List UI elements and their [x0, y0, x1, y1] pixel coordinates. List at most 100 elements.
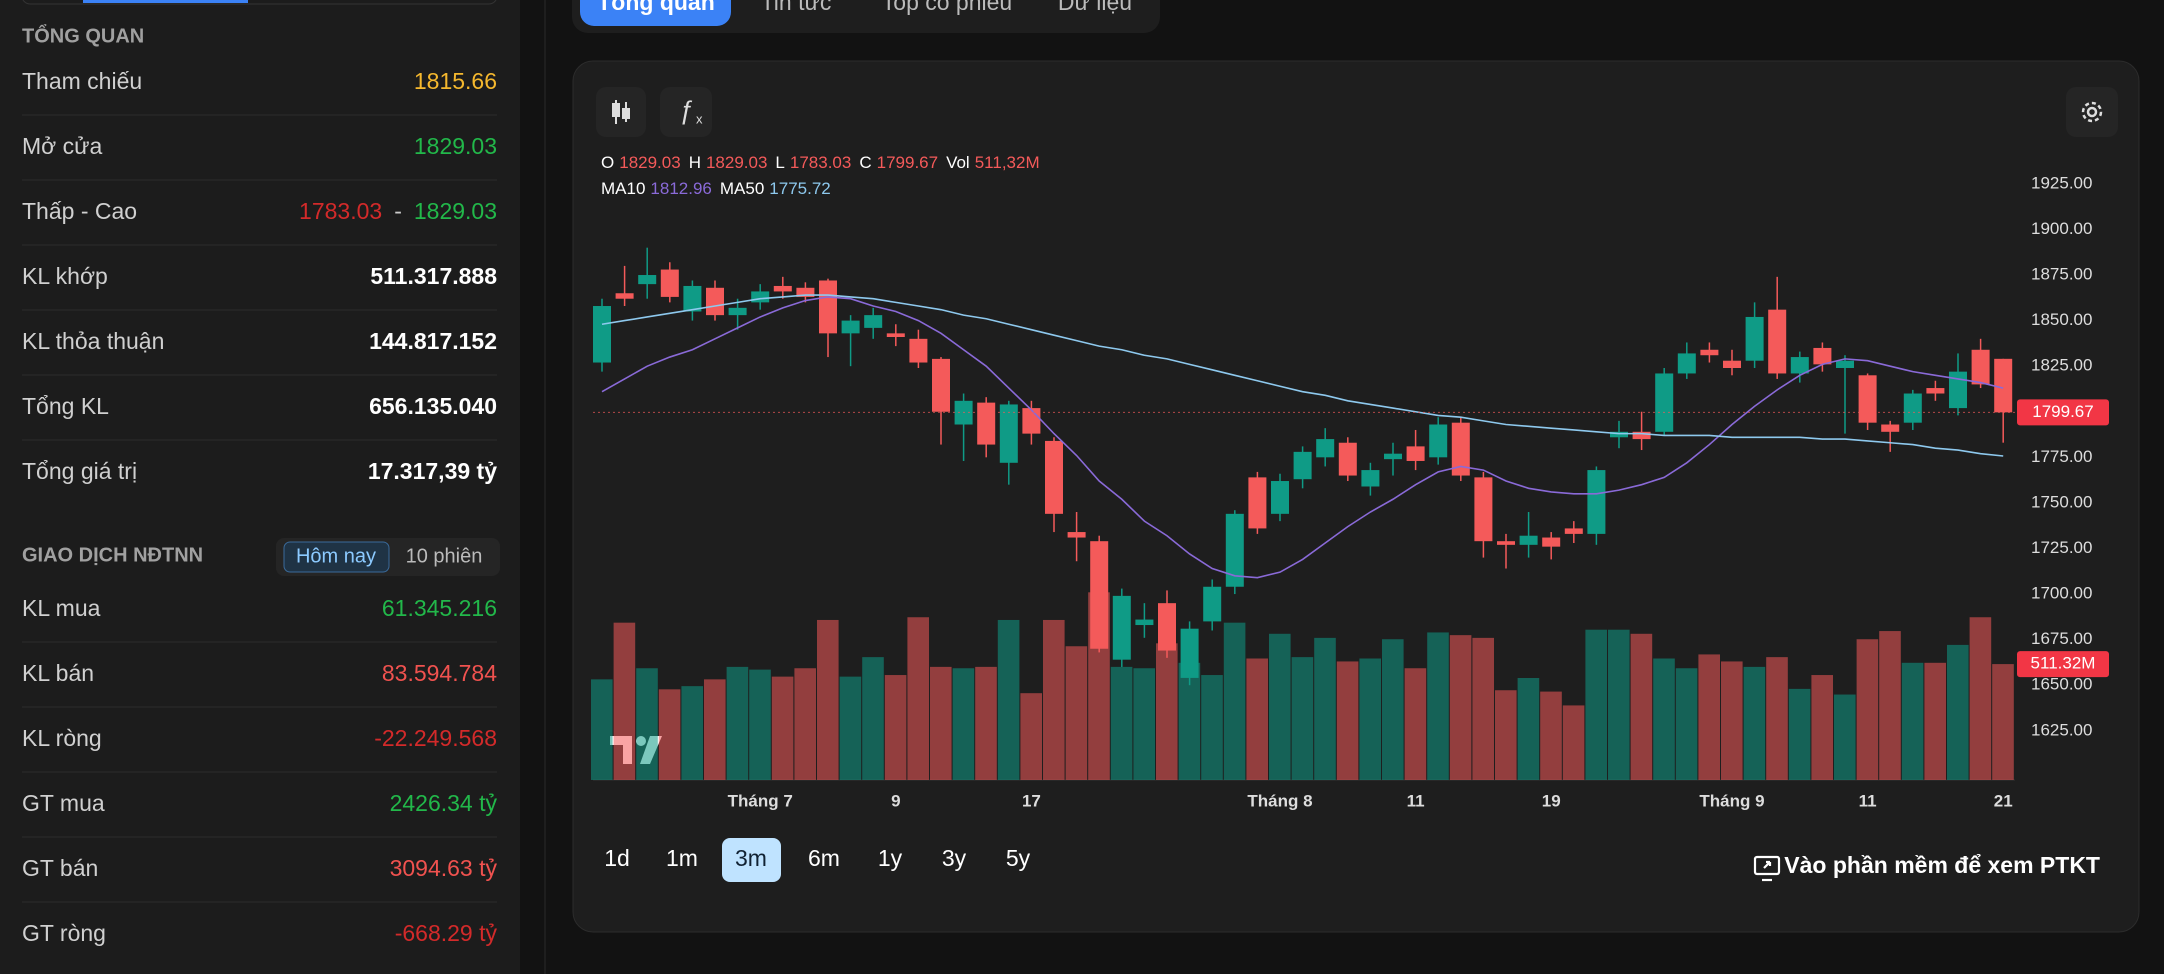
x-tick-label: 19 [1542, 791, 1561, 810]
candle-body [977, 402, 996, 445]
candle-body [1564, 528, 1583, 534]
fx-icon-sub: x [696, 111, 703, 126]
candle-body [1497, 541, 1515, 545]
tab[interactable]: Tổng quan [597, 0, 715, 15]
row-value: -22.249.568 [374, 725, 497, 751]
separator: - [394, 198, 402, 224]
candle-body [751, 291, 770, 303]
y-tick-label: 1775.00 [2031, 447, 2092, 466]
volume-bar [613, 622, 636, 780]
price-tag: 1799.67 [2032, 402, 2093, 421]
volume-bar [1992, 664, 2014, 780]
candle-body [1723, 360, 1741, 368]
ma-line [601, 296, 2004, 579]
tab-active[interactable] [580, 0, 731, 26]
candle-body [1293, 451, 1312, 480]
volume-bar [704, 679, 726, 780]
row-label: Tổng giá trị [22, 458, 137, 484]
cta-link[interactable]: Vào phần mềm để xem PTKT [1784, 852, 2100, 878]
candles [593, 247, 2013, 686]
range-button[interactable]: 1d [604, 845, 630, 871]
candle-body [1022, 408, 1041, 434]
candle-body [773, 285, 792, 292]
fx-icon: ƒ [679, 95, 693, 125]
row-label: Mở cửa [22, 133, 103, 159]
volume-bar [1969, 617, 1992, 780]
candle-body [1858, 375, 1877, 423]
volume-bar [1540, 691, 1562, 780]
volume-bar [930, 666, 952, 780]
candle-body [1790, 357, 1809, 374]
range-active[interactable] [722, 838, 781, 882]
volume-bar [591, 679, 613, 780]
volume-bar [907, 617, 929, 780]
range-button[interactable]: 1y [878, 845, 903, 871]
candle-body [1542, 537, 1561, 547]
volume-bar [1201, 675, 1223, 780]
legend-key: MA50 [720, 179, 764, 198]
row-label: KL mua [22, 595, 101, 621]
tab[interactable]: Top cổ phiếu [882, 0, 1012, 15]
volume-bar [1766, 657, 1788, 780]
indicator-button[interactable] [660, 87, 712, 137]
legend-value: 1829.03 [619, 153, 680, 172]
candle-body [864, 315, 883, 328]
volume-bar [1653, 658, 1675, 780]
toggle-option[interactable]: Hôm nay [296, 545, 376, 567]
row-label: Tham chiếu [22, 68, 142, 94]
toggle-active[interactable] [283, 541, 390, 573]
candle-body [1474, 477, 1493, 542]
volume-bar [1336, 661, 1359, 780]
range-button[interactable]: 1m [666, 845, 698, 871]
sidebar-tab-indicator [83, 0, 248, 3]
volume-bar [1314, 637, 1336, 780]
range-button[interactable]: 3y [942, 845, 967, 871]
candle-body [1112, 595, 1131, 660]
ma-legend: MA10 1812.96 MA50 1775.72 [601, 179, 831, 198]
tab[interactable]: Dữ liệu [1058, 0, 1132, 15]
range-button[interactable]: 5y [1006, 845, 1031, 871]
legend-value: 1775.72 [769, 179, 830, 198]
price-tag-bg [2017, 399, 2109, 426]
y-tick-label: 1875.00 [2031, 265, 2092, 284]
volume-bar [1065, 646, 1088, 780]
volume-bar [681, 686, 703, 780]
section-title: GIAO DỊCH NĐTNN [22, 544, 203, 566]
candle-body [1090, 541, 1109, 649]
volume-tag-bg [2017, 651, 2109, 678]
candle-body [1338, 442, 1357, 476]
candle-body [1587, 470, 1606, 534]
candle-body [1045, 440, 1063, 514]
volume-bar [1246, 658, 1268, 780]
ma-line [601, 294, 2004, 457]
toggle-option[interactable]: 10 phiên [406, 545, 483, 567]
range-button[interactable]: 6m [808, 845, 840, 871]
settings-icon [2081, 101, 2103, 123]
candle-body [1361, 470, 1380, 487]
row-label: GT bán [22, 855, 98, 881]
volume-bar [817, 619, 839, 780]
candle-body [1700, 349, 1719, 356]
tab[interactable]: Tin tức [761, 0, 832, 15]
y-tick-label: 1675.00 [2031, 629, 2092, 648]
legend-key: L [775, 153, 784, 172]
row-label: KL thỏa thuận [22, 328, 164, 354]
candle-body [1632, 431, 1651, 440]
y-tick-label: 1925.00 [2031, 173, 2092, 192]
legend-key: Vol [946, 153, 970, 172]
candle-body [1406, 446, 1425, 461]
candle-body [1203, 586, 1222, 622]
candle-body [909, 338, 928, 363]
row-label: KL ròng [22, 725, 102, 751]
settings-button[interactable] [2066, 87, 2118, 137]
x-tick-label: 11 [1407, 791, 1425, 810]
candle-tool-button[interactable] [596, 87, 646, 137]
volume-bar [1856, 639, 1879, 780]
volume-bar [1133, 668, 1155, 780]
legend-value: 1812.96 [650, 179, 711, 198]
candle-body [1926, 388, 1945, 394]
row-value: -668.29 tỷ [395, 920, 498, 946]
candle-body [819, 280, 837, 334]
range-button[interactable]: 3m [735, 845, 767, 871]
volume-bar [1472, 637, 1494, 780]
